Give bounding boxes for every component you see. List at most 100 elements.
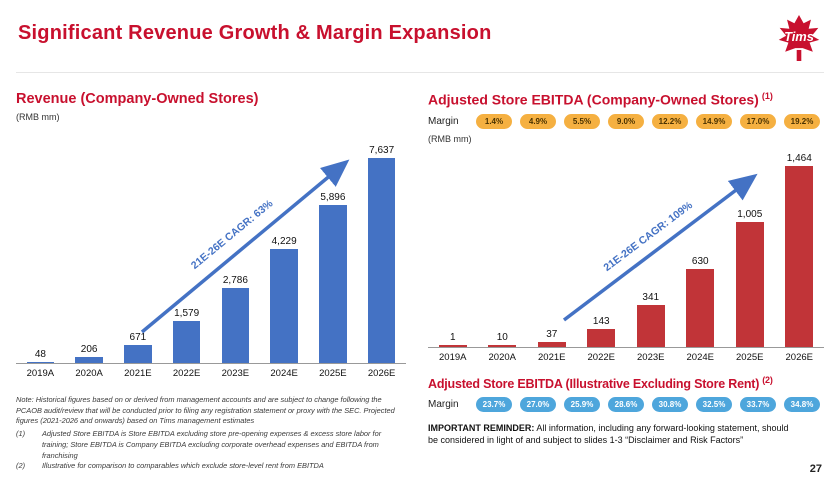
note-paragraph: Note: Historical figures based on or der…	[16, 395, 395, 426]
margin-badge-cell: 27.0%	[516, 396, 560, 412]
margin-badge: 27.0%	[520, 396, 556, 412]
bar	[124, 345, 152, 363]
margin-badge-cell: 28.6%	[604, 396, 648, 412]
bar-value-label: 37	[546, 329, 558, 341]
ebitda-heading-text: Adjusted Store EBITDA (Company-Owned Sto…	[428, 91, 759, 108]
margin-label: Margin	[428, 398, 459, 410]
margin-badge: 34.8%	[784, 396, 820, 412]
margin-badge-cell: 14.9%	[692, 113, 736, 129]
x-axis-label: 2019A	[26, 368, 55, 379]
bar-column: 48	[16, 142, 65, 363]
margin-badge-cell: 32.5%	[692, 396, 736, 412]
ex-rent-heading-footref: (2)	[762, 374, 773, 385]
bar-column: 1,005	[725, 150, 775, 347]
margin-badge: 33.7%	[740, 396, 776, 412]
bar-value-label: 7,637	[369, 145, 395, 156]
margin-badge: 17.0%	[740, 113, 776, 129]
margin-badge: 19.2%	[784, 113, 820, 129]
footnote-text: Adjusted Store EBITDA is Store EBITDA ex…	[42, 429, 382, 460]
revenue-chart: 48 206 671 1,579 2,786 4,229 5,896 7,637 21E-26…	[16, 142, 406, 379]
bar-value-label: 341	[642, 291, 660, 303]
margin-badge-cell: 23.7%	[472, 396, 516, 412]
bar	[636, 304, 665, 347]
x-axis-label: 2021E	[124, 368, 152, 379]
bar-column: 10	[478, 150, 528, 347]
bar-column: 630	[676, 150, 726, 347]
x-axis-label: 2022E	[587, 351, 615, 363]
x-axis-label: 2023E	[637, 351, 665, 363]
footnote-number: (1)	[16, 429, 26, 439]
margin-badge: 23.7%	[476, 396, 512, 412]
content-columns: Revenue (Company-Owned Stores) (RMB mm) …	[16, 85, 824, 472]
bar-column: 2,786	[211, 142, 260, 363]
footnote-number: (2)	[16, 461, 26, 471]
bar-value-label: 48	[34, 348, 46, 360]
revenue-heading: Revenue (Company-Owned Stores)	[16, 91, 259, 107]
slide-header: Significant Revenue Growth & Margin Expa…	[16, 12, 824, 73]
margin-badge-cell: 17.0%	[736, 113, 780, 129]
bar-value-label: 671	[129, 332, 147, 343]
ebitda-unit-label: (RMB mm)	[428, 133, 472, 144]
footnote-1: (1) Adjusted Store EBITDA is Store EBITD…	[16, 429, 406, 461]
x-axis-label: 2022E	[172, 368, 201, 379]
reminder-text: All information, including any forward-l…	[428, 422, 789, 446]
margin-badge: 12.2%	[652, 113, 688, 129]
revenue-section: Revenue (Company-Owned Stores) (RMB mm) …	[16, 85, 406, 472]
bar-column: 4,229	[260, 142, 309, 363]
bar-column: 143	[577, 150, 627, 347]
margin-badge: 28.6%	[608, 396, 644, 412]
bar-value-label: 4,229	[271, 236, 297, 248]
bar	[270, 249, 298, 363]
bar-value-label: 1,005	[737, 209, 763, 221]
margin-badge-cell: 19.2%	[780, 113, 824, 129]
bar	[537, 342, 566, 347]
bar	[75, 357, 103, 363]
ebitda-section: Adjusted Store EBITDA (Company-Owned Sto…	[428, 85, 824, 472]
bar	[438, 345, 467, 347]
page-number: 27	[809, 463, 822, 475]
footnotes: Note: Historical figures based on or der…	[16, 395, 406, 472]
margin-badge: 1.4%	[476, 113, 512, 129]
margin-label: Margin	[428, 115, 459, 127]
footnote-2: (2) Illustrative for comparison to compa…	[16, 461, 406, 472]
ex-rent-heading-text: Adjusted Store EBITDA (Illustrative Excl…	[428, 376, 760, 391]
revenue-unit-label: (RMB mm)	[16, 112, 60, 122]
bar-column: 5,896	[309, 142, 358, 363]
bar-value-label: 10	[496, 332, 508, 344]
bar	[488, 345, 517, 347]
slide-title: Significant Revenue Growth & Margin Expa…	[18, 22, 492, 44]
margin-badge-cell: 30.8%	[648, 396, 692, 412]
ebitda-margin-row: Margin 1.4% 4.9% 5.5% 9.0% 12.2% 14.9% 17.0% 19…	[428, 113, 824, 129]
margin-badge-cell: 34.8%	[780, 396, 824, 412]
ebitda-chart: 1 10 37 143 341 630 1,005 1,464 21E-26E CAGR: 1…	[428, 150, 824, 363]
bar-value-label: 1,579	[174, 307, 200, 319]
x-axis-label: 2025E	[319, 368, 347, 379]
x-axis-label: 2020A	[75, 368, 103, 379]
margin-badge-cell: 12.2%	[648, 113, 692, 129]
bar	[785, 165, 814, 347]
bar-value-label: 1	[449, 332, 456, 344]
x-axis-label: 2020A	[488, 351, 516, 363]
revenue-x-axis: 2019A 2020A 2021E 2022E 2023E 2024E 2025E 2026E	[16, 368, 406, 379]
ebitda-heading: Adjusted Store EBITDA (Company-Owned Sto…	[428, 91, 824, 108]
reminder-label: IMPORTANT REMINDER:	[428, 422, 535, 433]
x-axis-label: 2024E	[686, 351, 714, 363]
bar-value-label: 143	[592, 315, 610, 327]
margin-badge: 9.0%	[608, 113, 644, 129]
margin-badge-cell: 33.7%	[736, 396, 780, 412]
bar-column: 206	[65, 142, 114, 363]
bar	[686, 268, 715, 347]
important-reminder: IMPORTANT REMINDER: All information, inc…	[428, 422, 796, 447]
bar-column: 1	[428, 150, 478, 347]
tims-logo: Tims	[776, 14, 822, 62]
bar-column: 671	[114, 142, 163, 363]
bar-column: 341	[626, 150, 676, 347]
margin-badge: 5.5%	[564, 113, 600, 129]
bar-value-label: 2,786	[222, 275, 248, 287]
revenue-bars: 48 206 671 1,579 2,786 4,229 5,896 7,637	[16, 142, 406, 364]
bar	[735, 222, 764, 347]
bar	[172, 320, 201, 363]
ex-rent-margin-row: Margin 23.7% 27.0% 25.9% 28.6% 30.8% 32.5% 33.…	[428, 396, 824, 412]
bar	[587, 328, 616, 347]
